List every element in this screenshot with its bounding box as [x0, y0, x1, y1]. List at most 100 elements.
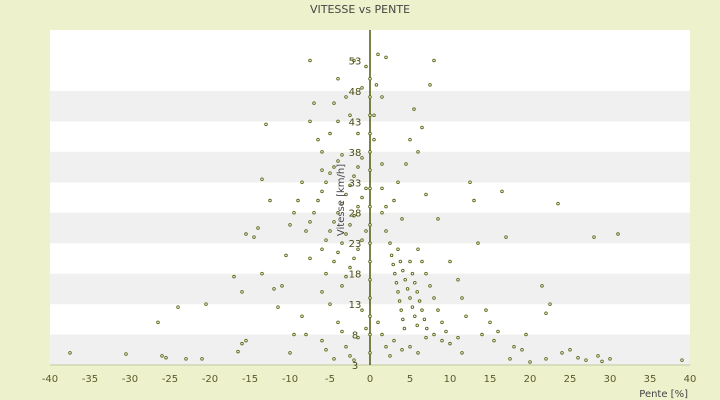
data-point [422, 317, 427, 322]
data-point [560, 351, 564, 355]
data-point [376, 52, 380, 57]
data-point [408, 344, 412, 349]
data-point [340, 284, 344, 288]
data-point [260, 177, 264, 181]
data-point [568, 348, 572, 352]
data-point [413, 314, 417, 319]
data-point [312, 210, 316, 215]
data-point [368, 204, 372, 209]
x-tick-label: 5 [407, 374, 413, 385]
data-point [392, 198, 396, 203]
data-point [344, 232, 348, 236]
data-point [488, 320, 492, 325]
data-point [332, 220, 336, 224]
data-point [360, 195, 364, 200]
data-point [296, 198, 300, 203]
data-point [376, 320, 380, 325]
data-point [292, 210, 296, 215]
data-point [428, 284, 432, 288]
data-point [352, 58, 356, 63]
data-point [408, 259, 412, 264]
data-point [316, 198, 320, 203]
data-point [392, 338, 396, 343]
x-tick-label: 35 [644, 374, 657, 385]
data-point [472, 198, 476, 203]
data-point [364, 186, 368, 191]
data-point [408, 137, 412, 142]
data-point [356, 204, 360, 209]
data-point [404, 162, 408, 166]
data-point [368, 259, 372, 264]
y-tick-label: 13 [349, 300, 362, 311]
axes [50, 30, 690, 366]
data-point [364, 326, 368, 331]
data-point [448, 341, 452, 346]
x-axis-title: Pente [%] [639, 389, 688, 400]
data-point [272, 287, 276, 291]
data-point [336, 250, 340, 255]
data-point [444, 329, 448, 334]
data-point [360, 86, 364, 90]
data-point [456, 277, 460, 282]
data-point [480, 332, 484, 337]
data-point [356, 335, 360, 340]
y-tick-label: 53 [349, 56, 362, 67]
data-point [252, 235, 256, 239]
data-point [405, 287, 410, 291]
data-point [320, 150, 324, 154]
data-point [332, 101, 336, 105]
data-point [352, 256, 356, 261]
x-tick-label: 25 [564, 374, 577, 385]
y-axis-title: Vitesse [km/h] [336, 164, 347, 236]
data-point [232, 274, 236, 279]
data-point [304, 229, 308, 233]
data-point [380, 332, 384, 337]
data-point [256, 226, 260, 230]
data-point [324, 271, 328, 276]
data-point [288, 223, 292, 227]
data-point [308, 220, 312, 224]
data-point [448, 259, 452, 264]
data-point [324, 238, 328, 242]
x-axis-tick-labels: -40 -35 -30 -25 -20 -15 -10 -5 0 5 10 15 20 25 30 35 40 [42, 374, 697, 385]
data-point [460, 351, 464, 355]
data-point [348, 223, 352, 227]
data-point [320, 290, 324, 294]
data-point [356, 247, 360, 252]
data-point [292, 332, 296, 337]
data-point [364, 64, 368, 69]
data-point [260, 271, 264, 276]
data-point [436, 217, 440, 221]
data-point [368, 314, 372, 319]
x-tick-label: -25 [162, 374, 178, 385]
data-point [340, 241, 344, 245]
data-point [200, 357, 204, 361]
data-point [324, 348, 328, 352]
data-point [492, 338, 496, 343]
data-point [420, 308, 424, 312]
data-point [280, 284, 284, 288]
data-point [556, 201, 560, 206]
data-point [512, 344, 516, 349]
data-point [616, 232, 620, 236]
data-point [412, 107, 416, 111]
data-point [432, 296, 436, 300]
data-point [124, 352, 128, 356]
y-tick-label: 28 [349, 209, 362, 220]
data-point [244, 232, 248, 236]
data-point [348, 354, 352, 358]
chart-title: VITESSE vs PENTE [310, 3, 410, 16]
data-point [264, 122, 268, 127]
data-point [398, 259, 403, 264]
data-point [399, 308, 403, 312]
data-point [508, 357, 512, 361]
data-point [403, 277, 407, 282]
data-points [68, 52, 684, 364]
data-point [544, 311, 548, 315]
data-point [456, 335, 460, 340]
data-point [528, 360, 532, 364]
data-point [417, 299, 422, 303]
